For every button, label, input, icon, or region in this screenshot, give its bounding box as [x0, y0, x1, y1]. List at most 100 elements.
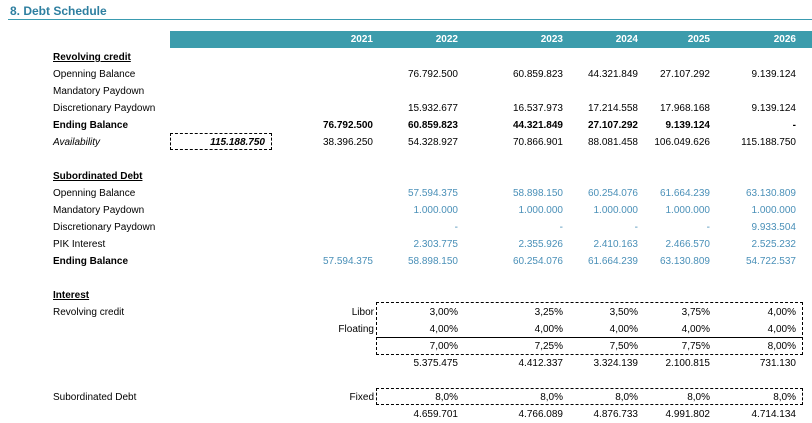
revolving-rate-input-box[interactable] [376, 302, 803, 355]
revolving-opening-cell-2024: 44.321.849 [587, 69, 638, 80]
year-header-2023: 2023 [540, 34, 563, 45]
libor-rate-cell-2026: 4,00% [767, 307, 796, 318]
revolving-availability-label: Availability [53, 137, 101, 148]
revolving-opening-cell-2022: 76.792.500 [407, 69, 458, 80]
sub-opening-label: Openning Balance [53, 188, 136, 199]
sub-pik-cell-2023: 2.355.926 [518, 239, 564, 250]
sub-interest-cell-2023: 4.766.089 [518, 409, 564, 420]
sub-interest-cell-2024: 4.876.733 [593, 409, 639, 420]
revolving-opening-cell-2025: 27.107.292 [659, 69, 710, 80]
revolving-interest-cell-2023: 4.412.337 [518, 358, 564, 369]
year-header-2026: 2026 [773, 34, 796, 45]
sub-pik-label: PIK Interest [53, 239, 106, 250]
fixed-label: Fixed [349, 392, 374, 403]
floating-label: Floating [338, 324, 374, 335]
libor-rate-cell-2025: 3,75% [681, 307, 710, 318]
floating-rate-cell-2022: 4,00% [429, 324, 458, 335]
floating-rate-cell-2026: 4,00% [767, 324, 796, 335]
revolving-availability-cell-2021: 38.396.250 [322, 137, 373, 148]
revolving-discretionary-cell-2023: 16.537.973 [512, 103, 563, 114]
sub-interest-cell-2022: 4.659.701 [413, 409, 459, 420]
year-header-2024: 2024 [615, 34, 638, 45]
revolving-ending-cell-2025: 9.139.124 [665, 120, 711, 131]
revolving-credit-heading: Revolving credit [53, 52, 131, 63]
sub-discretionary-cell-2024: - [634, 222, 638, 233]
revolving-interest-cell-2026: 731.130 [759, 358, 796, 369]
sub-ending-cell-2024: 61.664.239 [587, 256, 638, 267]
year-header-2022: 2022 [435, 34, 458, 45]
sub-discretionary-cell-2026: 9.933.504 [751, 222, 797, 233]
revolving-availability-cell-2026: 115.188.750 [741, 137, 796, 148]
revolving-rate-cell-2026: 8,00% [767, 341, 796, 352]
fixed-rate-cell-2026: 8,0% [773, 392, 796, 403]
libor-rate-cell-2023: 3,25% [534, 307, 563, 318]
title-underline [8, 19, 812, 20]
revolving-ending-cell-2023: 44.321.849 [512, 120, 563, 131]
sub-opening-cell-2026: 63.130.809 [745, 188, 796, 199]
fixed-rate-cell-2022: 8,0% [435, 392, 458, 403]
sub-discretionary-cell-2022: - [454, 222, 458, 233]
rate-sum-rule [377, 337, 802, 338]
sub-interest-cell-2026: 4.714.134 [751, 409, 797, 420]
revolving-ending-cell-2022: 60.859.823 [407, 120, 458, 131]
sub-pik-cell-2022: 2.303.775 [413, 239, 459, 250]
revolving-availability-cell-2023: 70.866.901 [512, 137, 563, 148]
sub-pik-cell-2024: 2.410.163 [593, 239, 639, 250]
interest-heading: Interest [53, 290, 90, 301]
sub-mandatory-cell-2025: 1.000.000 [665, 205, 711, 216]
libor-rate-cell-2024: 3,50% [609, 307, 638, 318]
sub-opening-cell-2025: 61.664.239 [659, 188, 710, 199]
fixed-rate-cell-2025: 8,0% [687, 392, 710, 403]
sub-opening-cell-2023: 58.898.150 [512, 188, 563, 199]
revolving-interest-cell-2022: 5.375.475 [413, 358, 459, 369]
revolving-interest-cell-2024: 3.324.139 [593, 358, 639, 369]
subordinated-debt-heading: Subordinated Debt [53, 171, 143, 182]
fixed-rate-cell-2024: 8,0% [615, 392, 638, 403]
revolving-availability-cell-2022: 54.328.927 [407, 137, 458, 148]
sub-ending-label: Ending Balance [53, 256, 129, 267]
revolving-ending-cell-2024: 27.107.292 [587, 120, 638, 131]
sub-ending-cell-2025: 63.130.809 [659, 256, 710, 267]
floating-rate-cell-2025: 4,00% [681, 324, 710, 335]
floating-rate-cell-2023: 4,00% [534, 324, 563, 335]
sub-opening-cell-2024: 60.254.076 [587, 188, 638, 199]
revolving-mandatory-label: Mandatory Paydown [53, 86, 145, 97]
sub-discretionary-label: Discretionary Paydown [53, 222, 156, 233]
sub-discretionary-cell-2025: - [706, 222, 710, 233]
floating-rate-cell-2024: 4,00% [609, 324, 638, 335]
year-header-2025: 2025 [687, 34, 710, 45]
year-header-2021: 2021 [350, 34, 373, 45]
sub-mandatory-cell-2026: 1.000.000 [751, 205, 797, 216]
revolving-discretionary-cell-2026: 9.139.124 [751, 103, 797, 114]
libor-rate-cell-2022: 3,00% [429, 307, 458, 318]
revolving-ending-cell-2026: - [792, 120, 796, 131]
revolving-rate-cell-2023: 7,25% [534, 341, 563, 352]
revolving-availability-cell-2024: 88.081.458 [587, 137, 638, 148]
sub-mandatory-label: Mandatory Paydown [53, 205, 145, 216]
sub-interest-cell-2025: 4.991.802 [665, 409, 711, 420]
revolving-opening-cell-2026: 9.139.124 [751, 69, 797, 80]
sub-mandatory-cell-2023: 1.000.000 [518, 205, 564, 216]
revolving-ending-label: Ending Balance [53, 120, 129, 131]
availability-limit-cell[interactable] [170, 133, 272, 150]
revolving-opening-cell-2023: 60.859.823 [512, 69, 563, 80]
sub-mandatory-cell-2022: 1.000.000 [413, 205, 459, 216]
revolving-rate-cell-2022: 7,00% [429, 341, 458, 352]
revolving-rate-cell-2025: 7,75% [681, 341, 710, 352]
libor-label: Libor [351, 307, 374, 318]
fixed-rate-cell-2023: 8,0% [540, 392, 563, 403]
sub-ending-cell-2023: 60.254.076 [512, 256, 563, 267]
revolving-availability-cell-2025: 106.049.626 [654, 137, 710, 148]
revolving-discretionary-cell-2025: 17.968.168 [659, 103, 710, 114]
sub-ending-cell-2021: 57.594.375 [322, 256, 373, 267]
subordinated-rate-input-box[interactable] [376, 388, 803, 405]
revolving-discretionary-label: Discretionary Paydown [53, 103, 156, 114]
revolving-opening-label: Openning Balance [53, 69, 136, 80]
sub-ending-cell-2022: 58.898.150 [407, 256, 458, 267]
sub-discretionary-cell-2023: - [559, 222, 563, 233]
revolving-ending-cell-2021: 76.792.500 [322, 120, 373, 131]
section-title: 8. Debt Schedule [10, 4, 107, 18]
sub-pik-cell-2026: 2.525.232 [751, 239, 797, 250]
sub-opening-cell-2022: 57.594.375 [407, 188, 458, 199]
interest-subordinated-label: Subordinated Debt [53, 392, 137, 403]
